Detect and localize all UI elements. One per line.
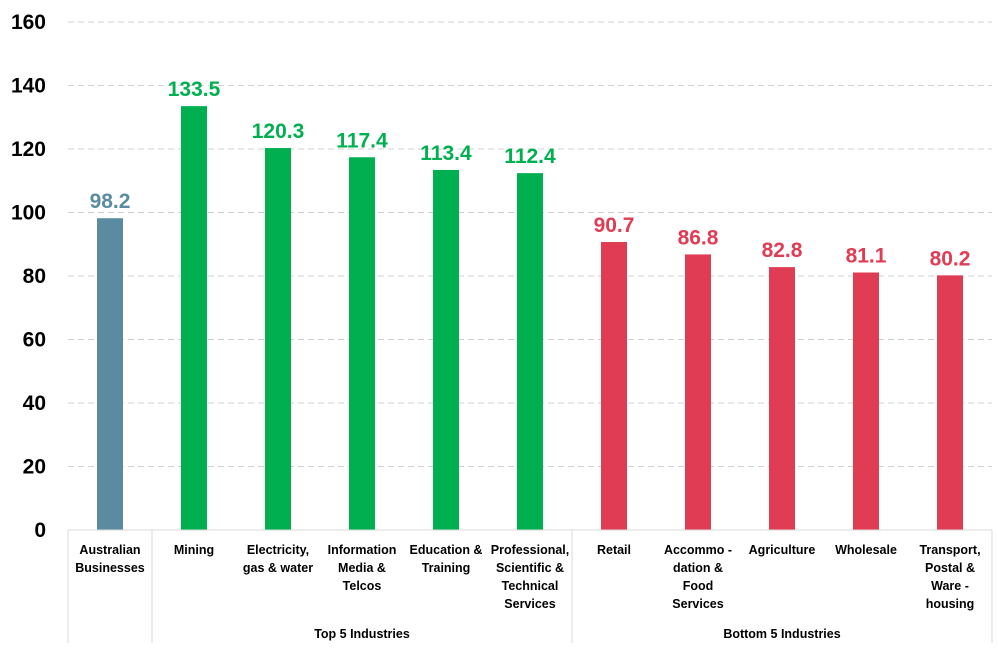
x-tick-label: Education & Training (410, 543, 483, 575)
group-label: Top 5 Industries (314, 627, 410, 641)
bar (601, 242, 627, 530)
value-label: 80.2 (930, 247, 971, 270)
y-tick-label: 40 (23, 392, 46, 415)
x-tick-label-line: Services (504, 597, 555, 611)
x-tick-label-line: Ware - (931, 579, 969, 593)
value-label: 133.5 (168, 78, 221, 101)
y-tick-label: 140 (11, 75, 46, 98)
value-label: 90.7 (594, 214, 635, 237)
x-tick-label-line: dation & (673, 561, 723, 575)
x-tick-label: Information Media & Telcos (328, 543, 397, 593)
value-label: 86.8 (678, 226, 719, 249)
value-label: 82.8 (762, 239, 803, 262)
x-tick-label-line: Retail (597, 543, 631, 557)
x-tick-label-line: housing (926, 597, 975, 611)
x-tick-label-line: Professional, (491, 543, 570, 557)
value-label: 112.4 (504, 145, 556, 168)
x-tick-label: Agriculture (749, 543, 816, 557)
x-tick-label: Wholesale (835, 543, 897, 557)
bar (769, 267, 795, 530)
x-tick-label-line: Food (683, 579, 714, 593)
bar (97, 218, 123, 530)
value-label: 120.3 (252, 120, 305, 143)
value-label: 117.4 (336, 129, 388, 152)
value-label: 98.2 (90, 190, 131, 213)
x-tick-label-line: Accommo - (664, 543, 732, 557)
bar (937, 275, 963, 530)
x-tick-label: Electricity, gas & water (243, 543, 313, 575)
bar (517, 173, 543, 530)
x-tick-label-line: Australian (79, 543, 140, 557)
bar (853, 272, 879, 530)
value-label: 81.1 (846, 245, 887, 268)
x-tick-label-line: Electricity, (247, 543, 309, 557)
x-tick-label-line: Transport, (919, 543, 980, 557)
y-tick-label: 100 (11, 202, 46, 225)
y-tick-label: 160 (11, 11, 46, 34)
x-tick-label: Professional, Scientific & Technical Servic… (491, 543, 570, 611)
x-tick-label: Mining (174, 543, 214, 557)
x-tick-label-line: Postal & (925, 561, 975, 575)
x-tick-label: Retail (597, 543, 631, 557)
x-tick-label: Transport, Postal & Ware - housing (919, 543, 980, 611)
y-tick-label: 120 (11, 138, 46, 161)
x-tick-label: Accommo - dation & Food Services (664, 543, 732, 611)
x-tick-label-line: Businesses (75, 561, 145, 575)
x-tick-label-line: Media & (338, 561, 386, 575)
y-tick-label: 0 (34, 519, 46, 542)
y-tick-label: 20 (23, 456, 46, 479)
bar (685, 254, 711, 530)
bar (265, 148, 291, 531)
value-label: 113.4 (420, 142, 472, 165)
x-tick-label-line: Mining (174, 543, 214, 557)
x-tick-label-line: gas & water (243, 561, 313, 575)
bar (181, 106, 207, 530)
x-tick-label-line: Services (672, 597, 723, 611)
x-tick-label-line: Scientific & (496, 561, 564, 575)
bar (349, 157, 375, 530)
x-tick-label-line: Training (422, 561, 471, 575)
bar (433, 169, 459, 530)
x-tick-label-line: Technical (502, 579, 559, 593)
y-tick-label: 60 (23, 329, 46, 352)
y-tick-label: 80 (23, 265, 46, 288)
x-tick-label-line: Education & (410, 543, 483, 557)
x-tick-label: Australian Businesses (75, 543, 145, 575)
x-tick-label-line: Telcos (343, 579, 382, 593)
x-tick-label-line: Agriculture (749, 543, 816, 557)
x-tick-label-line: Information (328, 543, 397, 557)
x-tick-label-line: Wholesale (835, 543, 897, 557)
group-label: Bottom 5 Industries (723, 627, 840, 641)
